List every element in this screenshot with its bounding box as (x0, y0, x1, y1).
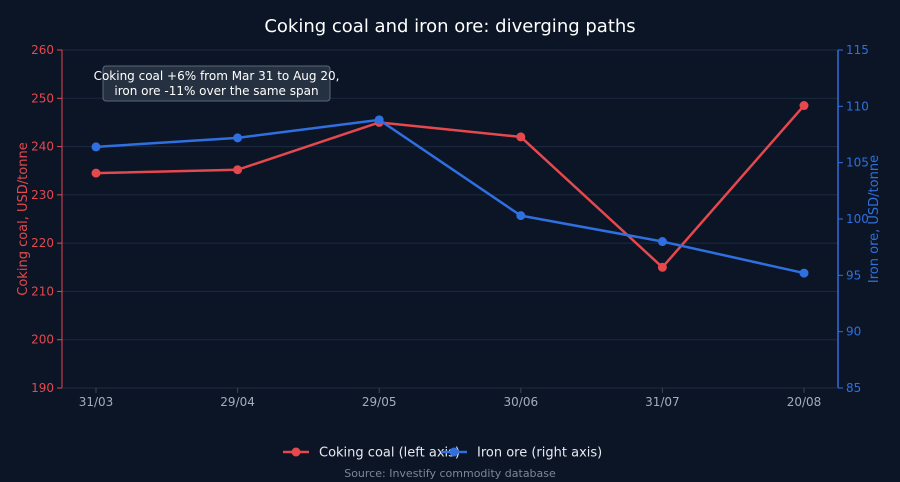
left-tick-label: 260 (31, 43, 54, 57)
data-point (657, 237, 667, 247)
left-tick-label: 220 (31, 236, 54, 250)
data-point (516, 132, 526, 142)
left-axis-label: Coking coal, USD/tonne (16, 142, 31, 295)
right-axis-label: Iron ore, USD/tonne (867, 155, 882, 283)
right-axis-ticks: 85 90 95 100 105 110 115 (838, 43, 869, 395)
x-tick-label: 31/03 (79, 395, 114, 409)
right-tick-label: 115 (846, 43, 869, 57)
data-point (374, 115, 384, 125)
data-point (799, 268, 809, 278)
right-tick-label: 90 (846, 325, 861, 339)
right-tick-label: 100 (846, 212, 869, 226)
right-tick-label: 85 (846, 381, 861, 395)
annotation-line-1: Coking coal +6% from Mar 31 to Aug 20, (94, 69, 340, 83)
series-line (95, 118, 805, 275)
x-tick-label: 30/06 (504, 395, 539, 409)
data-point (516, 211, 526, 221)
left-tick-label: 200 (31, 333, 54, 347)
data-point (91, 168, 101, 178)
x-tick-label: 29/04 (220, 395, 255, 409)
annotation-box: Coking coal +6% from Mar 31 to Aug 20, i… (94, 65, 340, 102)
legend-swatch-dot (449, 447, 459, 457)
annotation-line-2: iron ore -11% over the same span (114, 84, 318, 98)
legend-swatch-dot (291, 447, 301, 457)
left-tick-label: 190 (31, 381, 54, 395)
x-tick-label: 20/08 (787, 395, 822, 409)
x-axis-ticks: 31/03 29/04 29/05 30/06 31/07 20/08 (79, 388, 822, 409)
right-tick-label: 95 (846, 268, 861, 282)
legend-item: Coking coal (left axis) (283, 446, 460, 461)
series-1 (91, 101, 809, 272)
series-2 (91, 115, 809, 278)
data-point (657, 262, 667, 272)
legend-item: Iron ore (right axis) (441, 446, 602, 461)
data-point (91, 142, 101, 152)
x-tick-label: 31/07 (645, 395, 680, 409)
left-tick-label: 230 (31, 188, 54, 202)
left-tick-label: 250 (31, 91, 54, 105)
x-tick-label: 29/05 (362, 395, 397, 409)
right-tick-label: 110 (846, 99, 869, 113)
data-point (799, 101, 809, 111)
annotation-background (102, 65, 331, 102)
series-layer (91, 101, 809, 278)
source-note: Source: Investify commodity database (344, 467, 556, 480)
chart-title: Coking coal and iron ore: diverging path… (264, 16, 635, 37)
legend-label: Iron ore (right axis) (477, 446, 602, 461)
right-tick-label: 105 (846, 156, 869, 170)
series-line (95, 104, 805, 269)
left-axis-ticks: 190 200 210 220 230 240 250 260 (31, 43, 62, 395)
legend-label: Coking coal (left axis) (319, 446, 460, 461)
data-point (233, 165, 243, 175)
legend: Coking coal (left axis) Iron ore (right a… (283, 446, 602, 461)
left-tick-label: 210 (31, 284, 54, 298)
left-tick-label: 240 (31, 140, 54, 154)
data-point (233, 133, 243, 143)
